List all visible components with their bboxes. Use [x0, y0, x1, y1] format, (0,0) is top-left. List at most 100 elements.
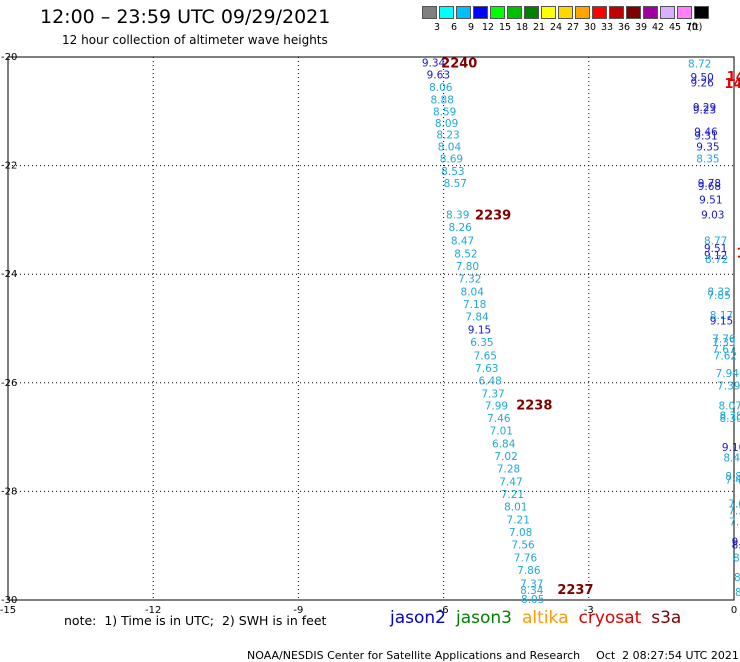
swh-label: 8.53: [441, 166, 464, 178]
swh-label-edge-track: 8.32: [707, 287, 730, 299]
legend-swatch: [660, 6, 675, 19]
mission-jason2: jason2: [390, 608, 446, 628]
legend-swatch: [677, 6, 692, 19]
swh-label-edge-track: 9.46: [694, 126, 718, 138]
swh-label: 8.52: [454, 249, 477, 261]
legend-swatch: [609, 6, 624, 19]
swh-label: 7.47: [499, 477, 522, 489]
swh-label: 8.04: [461, 287, 485, 299]
legend-label: 27: [566, 22, 580, 33]
swh-label: 7.99: [485, 401, 508, 413]
swh-label-edge-track: 7.94: [716, 368, 740, 380]
swh-label: 6.35: [470, 337, 493, 349]
legend-swatch: [626, 6, 641, 19]
mission-jason3: jason3: [456, 608, 512, 628]
swh-label: 7.01: [490, 426, 513, 438]
lat-tick-label: -30: [1, 595, 17, 606]
swh-label: 8.57: [444, 178, 467, 190]
lat-tick-label: -20: [1, 52, 17, 63]
swh-label-edge-track: 9.15: [710, 315, 733, 327]
swh-label-edge-track: 8.: [732, 540, 740, 552]
legend-label: 9: [467, 22, 475, 33]
swh-label: 7.80: [456, 261, 479, 273]
swh-label-edge-track: 7.76: [712, 333, 736, 345]
lon-tick-label: -3: [584, 605, 594, 616]
swh-label-edge-track: 9.29: [693, 102, 716, 114]
swh-label: 8.47: [451, 236, 474, 248]
footer-timestamp: Oct 2 08:27:54 UTC 2021: [596, 649, 739, 662]
swh-label-edge-track: 8.: [734, 572, 740, 584]
legend-swatch: [558, 6, 573, 19]
swh-label: 8.59: [433, 106, 456, 118]
swh-label: 8.09: [435, 118, 458, 130]
swh-label: 7.21: [507, 515, 530, 527]
footer: NOAA/NESDIS Center for Satellite Applica…: [240, 636, 740, 662]
swh-label: 7.84: [465, 312, 489, 324]
swh-label-edge-track: 7.85: [707, 290, 730, 302]
swh-label: 8.69: [440, 154, 463, 166]
swh-label-edge-track: 8.07: [719, 401, 740, 413]
swh-label-edge-track: 8.8: [725, 471, 740, 483]
pass-time-label: 2238: [516, 399, 552, 414]
edge-label: 1: [736, 246, 740, 261]
swh-label: 8.26: [448, 222, 472, 234]
edge-label: 14: [727, 70, 740, 85]
swh-label-edge-track: 9.51: [704, 243, 727, 255]
swh-label-edge-track: 9.26: [690, 78, 714, 90]
swh-label-edge-track: 9.: [732, 536, 740, 548]
mission-altika: altika: [522, 608, 569, 628]
swh-label-edge-track: 7.3: [728, 505, 740, 517]
swh-label: 8.01: [504, 502, 527, 514]
swh-label-edge-track: 7.4: [725, 474, 740, 486]
swh-label-edge-track: 8.78: [719, 410, 740, 422]
swh-label: 8.34: [520, 585, 544, 597]
swh-label-edge-track: 9.03: [701, 209, 724, 221]
legend-label: 42: [651, 22, 665, 33]
pass-time-label: 2239: [475, 208, 511, 223]
legend-swatch: [422, 6, 437, 19]
pass-time-label: 2237: [557, 583, 593, 598]
swh-label: 8.04: [438, 142, 462, 154]
legend-swatch: [541, 6, 556, 19]
legend-swatch: [524, 6, 539, 19]
lon-tick-label: -15: [0, 605, 16, 616]
swh-label-edge-track: 9.68: [698, 181, 721, 193]
swh-label-edge-track: 7.1: [729, 516, 740, 528]
swh-label: 7.28: [497, 464, 520, 476]
swh-label-edge-track: 8.: [735, 587, 740, 599]
swh-label: 7.56: [511, 540, 535, 552]
swh-label-edge-track: 9.12: [704, 250, 727, 262]
swh-label-edge-track: 7.62: [714, 351, 737, 363]
swh-label: 7.02: [494, 451, 517, 463]
swh-label-edge-track: 8.72: [688, 59, 711, 71]
lat-tick-label: -22: [1, 161, 17, 172]
swh-label-edge-track: 8.35: [696, 154, 719, 166]
lon-tick-label: -12: [145, 605, 161, 616]
swh-label: 6.48: [478, 376, 501, 388]
swh-label: 7.86: [517, 565, 541, 577]
mission-legend: jason2 jason3 altika cryosat s3a: [390, 608, 691, 628]
swh-label: 7.18: [463, 299, 486, 311]
mission-cryosat: cryosat: [578, 608, 642, 628]
swh-label: 8.39: [446, 209, 469, 221]
swh-label-edge-track: 8.77: [704, 236, 727, 248]
legend-label: 3: [433, 22, 441, 33]
swh-label: 7.32: [458, 274, 481, 286]
lat-tick-label: -28: [1, 486, 17, 497]
lat-tick-label: -26: [1, 378, 17, 389]
swh-label-edge-track: 8.: [733, 553, 740, 565]
swh-label-edge-track: 9.23: [693, 105, 716, 117]
legend-label: 36: [617, 22, 631, 33]
legend-label: 18: [515, 22, 529, 33]
legend-swatch: [456, 6, 471, 19]
swh-label-edge-track: 9.50: [690, 72, 713, 84]
legend-label: 39: [634, 22, 648, 33]
swh-label-edge-track: 9.10: [722, 442, 740, 454]
swh-label: 7.37: [520, 579, 543, 591]
swh-label: 7.63: [475, 363, 498, 375]
legend-swatch: [439, 6, 454, 19]
swh-label: 8.88: [431, 94, 454, 106]
swh-label-edge-track: 8.30: [719, 413, 740, 425]
legend-swatch: [507, 6, 522, 19]
